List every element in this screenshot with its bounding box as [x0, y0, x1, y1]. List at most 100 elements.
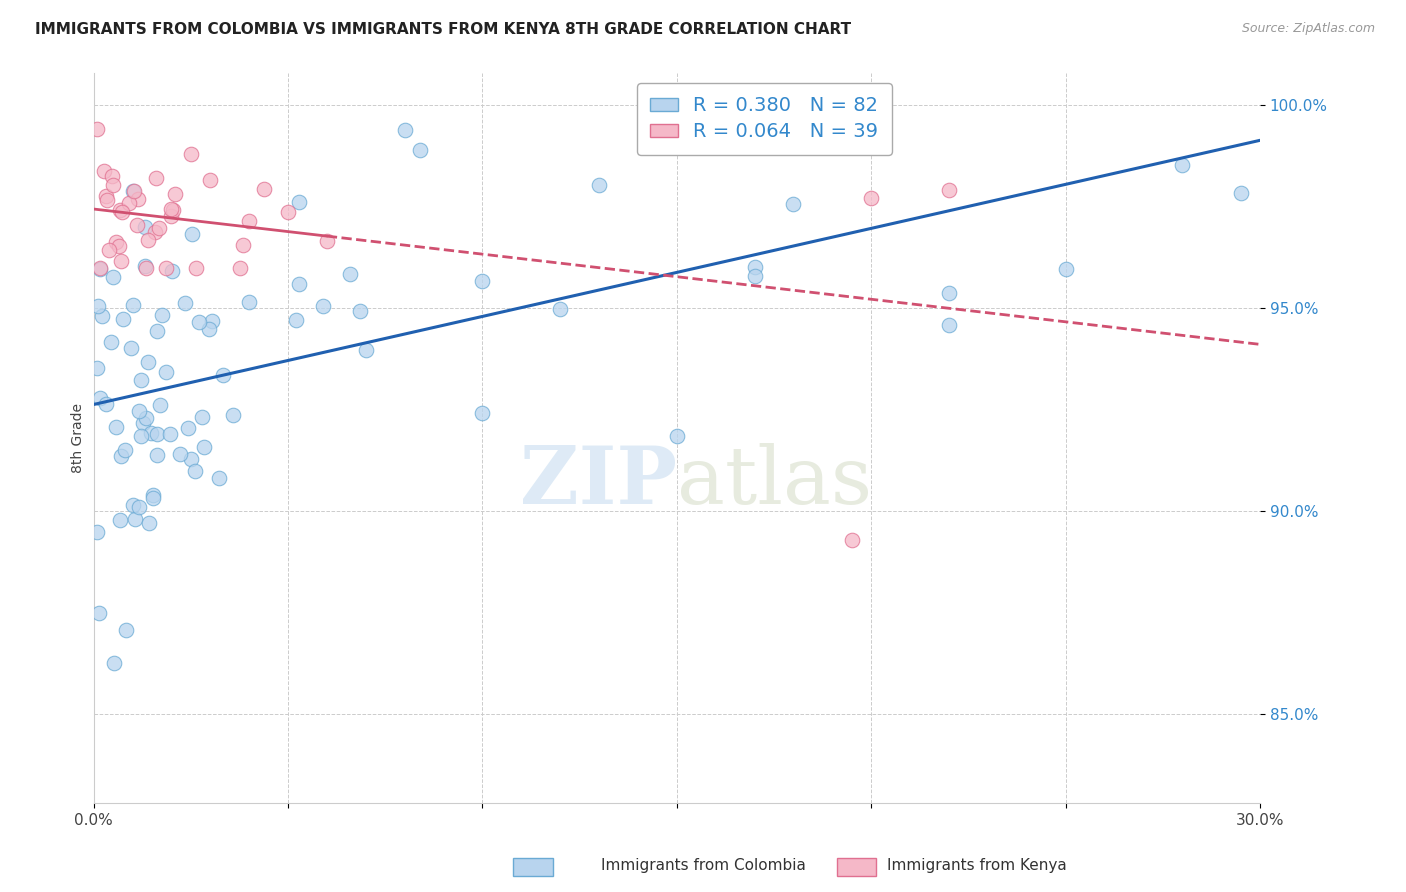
Point	[177, 421, 200, 435]
Point	[232, 238, 254, 252]
Point	[222, 408, 245, 422]
Point	[150, 308, 173, 322]
Point	[128, 500, 150, 515]
Point	[160, 202, 183, 217]
Point	[124, 512, 146, 526]
Point	[134, 259, 156, 273]
Point	[87, 299, 110, 313]
Point	[208, 471, 231, 485]
Point	[111, 204, 134, 219]
Point	[129, 429, 152, 443]
Point	[121, 298, 143, 312]
Point	[127, 192, 149, 206]
Point	[180, 227, 202, 242]
Point	[349, 304, 371, 318]
Text: ZIP: ZIP	[520, 443, 676, 521]
Point	[159, 427, 181, 442]
Point	[354, 343, 377, 358]
Point	[132, 417, 155, 431]
Point	[138, 516, 160, 530]
Point	[125, 219, 148, 233]
Point	[548, 301, 571, 316]
Point	[163, 187, 186, 202]
Point	[89, 391, 111, 405]
Point	[114, 623, 136, 637]
Point	[94, 397, 117, 411]
Point	[148, 221, 170, 235]
Point	[104, 235, 127, 250]
Point	[122, 184, 145, 198]
Point	[108, 239, 131, 253]
Point	[122, 184, 145, 198]
Point	[136, 354, 159, 368]
Point	[285, 313, 308, 327]
Point	[471, 406, 494, 420]
Point	[212, 368, 235, 382]
Point	[89, 261, 111, 276]
Point	[135, 260, 157, 275]
Point	[89, 606, 111, 620]
Point	[315, 234, 337, 248]
Point	[180, 147, 202, 161]
Point	[129, 373, 152, 387]
Point	[110, 449, 132, 463]
Point	[287, 194, 309, 209]
Point	[409, 143, 432, 157]
Point	[253, 182, 276, 196]
Point	[191, 409, 214, 424]
Point	[146, 448, 169, 462]
Point	[162, 203, 184, 218]
Text: atlas: atlas	[676, 443, 872, 521]
Point	[89, 260, 111, 275]
Point	[110, 253, 132, 268]
Point	[146, 324, 169, 338]
Point	[155, 365, 177, 379]
Text: Immigrants from Colombia: Immigrants from Colombia	[600, 858, 806, 872]
Point	[136, 233, 159, 247]
Point	[277, 204, 299, 219]
Point	[238, 214, 260, 228]
Point	[339, 267, 361, 281]
Point	[193, 440, 215, 454]
Point	[155, 260, 177, 275]
Point	[588, 178, 610, 192]
Point	[101, 270, 124, 285]
Point	[90, 309, 112, 323]
Point	[665, 429, 688, 443]
Point	[110, 202, 132, 217]
Point	[145, 171, 167, 186]
Point	[860, 108, 883, 122]
Point	[288, 277, 311, 291]
Text: Immigrants from Kenya: Immigrants from Kenya	[887, 858, 1067, 872]
Point	[103, 178, 125, 192]
Point	[94, 188, 117, 202]
Point	[114, 442, 136, 457]
Point	[93, 163, 115, 178]
Point	[117, 196, 139, 211]
Point	[101, 169, 124, 184]
Point	[938, 318, 960, 333]
Point	[104, 420, 127, 434]
Point	[128, 404, 150, 418]
Point	[149, 398, 172, 412]
Point	[110, 513, 132, 527]
Point	[174, 296, 197, 310]
Point	[860, 191, 883, 205]
Point	[98, 243, 121, 257]
Point	[938, 286, 960, 301]
Point	[134, 220, 156, 235]
Point	[198, 322, 221, 336]
Point	[135, 410, 157, 425]
Point	[229, 260, 252, 275]
Point	[111, 312, 134, 326]
Point	[120, 341, 142, 355]
Text: Source: ZipAtlas.com: Source: ZipAtlas.com	[1241, 22, 1375, 36]
Point	[1171, 158, 1194, 172]
Point	[200, 173, 222, 187]
Point	[146, 426, 169, 441]
Point	[100, 334, 122, 349]
Point	[394, 122, 416, 136]
Point	[169, 447, 191, 461]
Point	[744, 268, 766, 283]
Point	[841, 533, 863, 547]
